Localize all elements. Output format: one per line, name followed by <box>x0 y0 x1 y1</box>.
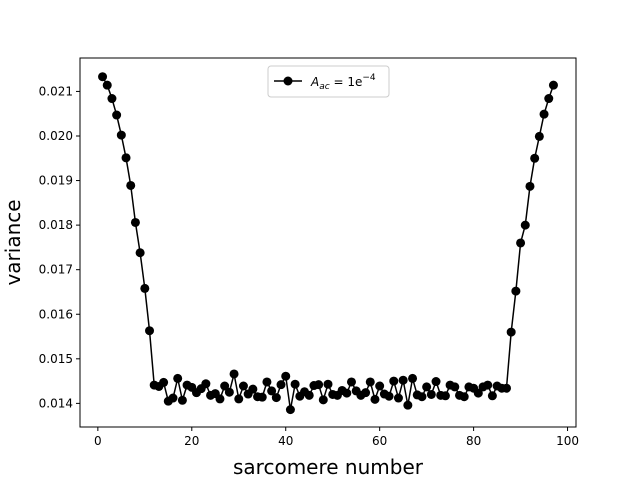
data-point <box>450 382 460 392</box>
data-point <box>229 369 239 379</box>
x-tick-label: 0 <box>94 434 102 448</box>
data-point <box>267 386 277 396</box>
data-point <box>440 391 450 401</box>
data-point <box>483 380 493 390</box>
x-axis-title: sarcomere number <box>233 455 424 479</box>
x-tick-label: 80 <box>466 434 481 448</box>
data-point <box>290 379 300 389</box>
data-point <box>384 391 394 401</box>
data-point <box>116 130 126 140</box>
y-tick-label: 0.021 <box>39 84 73 98</box>
data-point <box>248 384 258 394</box>
legend: Aac = 1e−4 <box>267 65 390 98</box>
y-axis: 0.014 0.015 0.016 0.017 0.018 0.019 0.020 0.021 <box>39 84 80 410</box>
data-point <box>238 381 248 391</box>
legend-box <box>267 65 390 98</box>
data-point <box>520 220 530 230</box>
data-point <box>323 379 333 389</box>
legend-label-sub: ac <box>319 82 330 92</box>
data-point <box>342 388 352 398</box>
data-point <box>346 377 356 387</box>
legend-marker-swatch <box>283 76 293 86</box>
data-point <box>177 395 187 405</box>
data-point <box>473 388 483 398</box>
data-point <box>548 80 558 90</box>
x-tick-label: 60 <box>372 434 387 448</box>
data-point <box>403 400 413 410</box>
data-point <box>525 181 535 191</box>
data-point <box>539 109 549 119</box>
data-point <box>370 394 380 404</box>
data-point <box>262 377 272 387</box>
data-point <box>135 248 145 258</box>
data-point <box>271 393 281 403</box>
data-point <box>145 326 155 336</box>
data-point <box>126 180 136 190</box>
data-point <box>408 373 418 383</box>
data-point <box>530 153 540 163</box>
data-point <box>304 390 314 400</box>
data-point <box>501 383 511 393</box>
data-point <box>398 375 408 385</box>
data-point <box>121 153 131 163</box>
data-point <box>365 377 375 387</box>
data-point <box>102 80 112 90</box>
y-tick-label: 0.020 <box>39 129 73 143</box>
data-point <box>431 377 441 387</box>
y-axis-title: variance <box>1 199 25 285</box>
legend-label-base: A <box>310 75 319 89</box>
plot-area <box>98 72 558 415</box>
legend-label-mid: = 1e <box>330 75 363 89</box>
data-point <box>140 283 150 293</box>
y-tick-label: 0.015 <box>39 352 73 366</box>
x-axis: 0 20 40 60 80 100 <box>94 427 579 448</box>
data-point <box>112 110 122 120</box>
data-point <box>544 94 554 104</box>
data-point <box>107 94 117 104</box>
data-point <box>506 327 516 337</box>
data-point <box>130 217 140 227</box>
data-point <box>224 387 234 397</box>
data-point <box>422 382 432 392</box>
data-point <box>276 380 286 390</box>
data-point <box>534 131 544 141</box>
data-point <box>285 405 295 415</box>
legend-label-sup: −4 <box>362 73 376 83</box>
data-point <box>511 286 521 296</box>
data-point <box>516 238 526 248</box>
data-point <box>426 389 436 399</box>
y-tick-label: 0.017 <box>39 263 73 277</box>
y-tick-label: 0.014 <box>39 396 73 410</box>
data-point <box>314 380 324 390</box>
legend-label: Aac = 1e−4 <box>310 73 376 92</box>
axes-frame <box>79 57 577 428</box>
data-point <box>375 381 385 391</box>
x-tick-label: 100 <box>556 434 579 448</box>
data-point <box>234 394 244 404</box>
data-point <box>318 395 328 405</box>
data-point <box>159 377 169 387</box>
y-tick-label: 0.019 <box>39 174 73 188</box>
x-tick-label: 40 <box>278 434 293 448</box>
data-point <box>417 392 427 402</box>
data-point <box>389 376 399 386</box>
x-tick-label: 20 <box>184 434 199 448</box>
data-point <box>98 72 108 82</box>
data-point <box>257 392 267 402</box>
data-point <box>220 381 230 391</box>
data-point <box>201 379 211 389</box>
data-point <box>215 394 225 404</box>
data-point <box>168 393 178 403</box>
data-point <box>361 388 371 398</box>
y-tick-label: 0.016 <box>39 307 73 321</box>
data-point <box>459 392 469 402</box>
y-tick-label: 0.018 <box>39 218 73 232</box>
data-point <box>173 373 183 383</box>
data-point <box>487 391 497 401</box>
data-point <box>281 371 291 381</box>
data-point <box>393 393 403 403</box>
